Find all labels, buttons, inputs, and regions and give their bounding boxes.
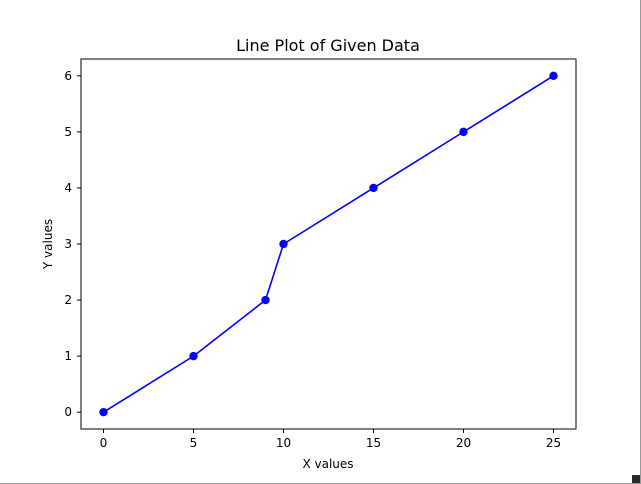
y-tick-label: 3 xyxy=(64,237,72,251)
x-tick-label: 15 xyxy=(366,436,381,450)
x-tick-label: 0 xyxy=(100,436,108,450)
series-layer xyxy=(99,71,558,417)
data-point-marker xyxy=(279,239,288,249)
y-tick-label: 6 xyxy=(64,69,72,83)
y-tick-label: 2 xyxy=(64,293,72,307)
x-tick-label: 25 xyxy=(546,436,561,450)
chart-title: Line Plot of Given Data xyxy=(236,36,420,55)
window-corner xyxy=(632,475,640,483)
data-point-marker xyxy=(369,183,378,193)
data-point-marker xyxy=(261,295,270,305)
y-tick-label: 1 xyxy=(64,349,72,363)
y-axis-ticks: 0 1 2 3 4 5 6 xyxy=(64,69,81,419)
x-tick-label: 10 xyxy=(276,436,291,450)
x-tick-label: 20 xyxy=(456,436,471,450)
data-point-marker xyxy=(99,407,108,417)
data-point-marker xyxy=(549,71,558,81)
x-axis-ticks: 0 5 10 15 20 25 xyxy=(100,429,561,450)
y-axis-label: Y values xyxy=(41,219,55,270)
y-tick-label: 4 xyxy=(64,181,72,195)
data-point-marker xyxy=(189,351,198,361)
x-axis-label: X values xyxy=(302,457,353,471)
y-tick-label: 5 xyxy=(64,125,72,139)
y-tick-label: 0 xyxy=(64,405,72,419)
x-tick-label: 5 xyxy=(190,436,198,450)
data-point-marker xyxy=(459,127,468,137)
